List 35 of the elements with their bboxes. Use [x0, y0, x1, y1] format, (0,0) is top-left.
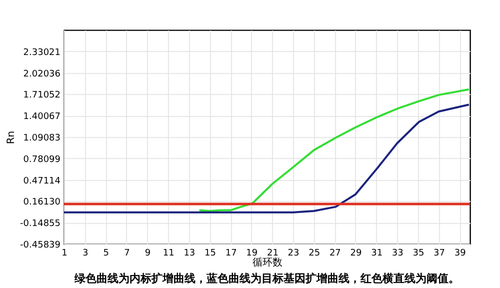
x-tick-label: 11: [162, 248, 174, 258]
x-tick-label: 23: [288, 248, 300, 258]
y-tick-label: 0.78099: [23, 154, 61, 165]
text: 绿色曲线为内标扩增曲线，蓝色曲线为目标基因扩增曲线，红色横直线为阈值。: [74, 272, 460, 285]
x-tick-label: 39: [454, 248, 466, 258]
x-tick-label: 37: [434, 248, 445, 258]
x-tick-label: 19: [246, 248, 258, 258]
line-series: [198, 88, 470, 212]
x-tick-label: 17: [225, 248, 237, 258]
x-tick-label: 9: [144, 248, 151, 258]
y-tick-label: 1.09083: [23, 134, 60, 144]
x-tick-label: 31: [371, 248, 383, 258]
x-tick-label: 29: [350, 248, 362, 258]
y-tick-label: 0.47114: [23, 176, 61, 186]
y-tick-label: 2.33021: [23, 48, 60, 58]
x-tick-label: 3: [82, 248, 88, 258]
line-series: [64, 104, 470, 214]
y-tick-label: 0.16130: [23, 198, 61, 208]
x-tick-label: 25: [308, 248, 320, 258]
y-axis-title: Rn: [6, 130, 18, 144]
y-tick-label: 2.02036: [23, 69, 61, 80]
x-tick-label: 1: [62, 248, 68, 258]
x-tick-label: 27: [329, 248, 341, 258]
x-tick-label: 21: [266, 248, 278, 258]
x-tick-label: 7: [124, 248, 130, 258]
y-tick-label: 1.71052: [23, 90, 60, 101]
y-tick-label: -0.45839: [20, 240, 61, 250]
y-tick-label: -0.14855: [20, 219, 60, 230]
x-tick-label: 5: [103, 248, 110, 258]
x-tick-label: 33: [392, 248, 404, 258]
x-axis-title: 循环数: [252, 258, 282, 268]
y-tick-label: 1.40067: [23, 112, 60, 122]
x-tick-label: 13: [184, 248, 196, 258]
x-tick-label: 15: [204, 248, 216, 258]
x-tick-label: 35: [412, 248, 424, 258]
